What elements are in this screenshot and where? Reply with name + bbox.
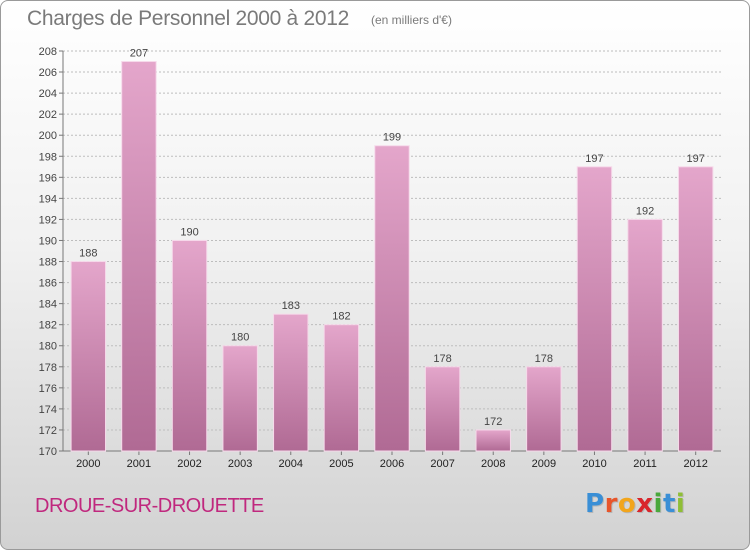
y-tick-label: 192 bbox=[39, 214, 57, 226]
value-labels: 188 207 190 180 183 182 199 178 172 178 197 192 197 bbox=[79, 48, 705, 428]
bar-2011 bbox=[627, 218, 663, 452]
value-label: 199 bbox=[383, 132, 401, 144]
logo-letter: P bbox=[585, 489, 605, 519]
bar-2006 bbox=[374, 145, 410, 452]
y-tick-label: 174 bbox=[39, 404, 57, 416]
x-tick-label: 2011 bbox=[633, 458, 657, 470]
value-label: 192 bbox=[636, 205, 654, 217]
x-tick-label: 2008 bbox=[481, 458, 505, 470]
bar-2012 bbox=[677, 166, 714, 452]
bar-2009 bbox=[526, 366, 562, 452]
value-label: 190 bbox=[180, 226, 198, 238]
logo-letter: t bbox=[662, 489, 676, 519]
value-label: 180 bbox=[231, 332, 249, 344]
bar-2007 bbox=[424, 366, 461, 452]
bar-2003 bbox=[222, 345, 258, 452]
y-tick-label: 178 bbox=[39, 362, 57, 374]
y-tick-label: 206 bbox=[39, 67, 57, 79]
y-tick-label: 190 bbox=[39, 235, 57, 247]
x-tick-labels: 2000 2001 2002 2003 2004 2005 2006 2007 2008 2009… bbox=[76, 458, 708, 470]
value-label: 197 bbox=[687, 153, 705, 165]
chart-title: Charges de Personnel 2000 à 2012 bbox=[27, 7, 349, 30]
bar-2002 bbox=[171, 239, 208, 452]
x-tick-label: 2002 bbox=[177, 458, 201, 470]
y-tick-label: 170 bbox=[39, 446, 57, 458]
value-label: 207 bbox=[130, 48, 148, 60]
chart-subtitle: (en milliers d'€) bbox=[371, 13, 452, 27]
bar-2008 bbox=[475, 429, 511, 452]
value-label: 178 bbox=[535, 353, 553, 365]
x-tick-label: 2000 bbox=[76, 458, 100, 470]
x-tick-label: 2004 bbox=[279, 458, 303, 470]
value-label: 182 bbox=[332, 311, 350, 323]
value-label: 188 bbox=[79, 248, 97, 260]
y-tick-label: 198 bbox=[39, 151, 57, 163]
logo-letter: x bbox=[636, 489, 654, 519]
logo-letter: o bbox=[617, 489, 637, 519]
y-tick-label: 200 bbox=[39, 130, 57, 142]
x-tick-label: 2005 bbox=[329, 458, 353, 470]
value-label: 183 bbox=[282, 300, 300, 312]
y-tick-label: 208 bbox=[39, 46, 57, 58]
y-tick-label: 176 bbox=[39, 383, 57, 395]
y-tick-label: 188 bbox=[39, 257, 57, 269]
value-label: 178 bbox=[433, 353, 451, 365]
x-tick-label: 2003 bbox=[228, 458, 252, 470]
bar-2004 bbox=[273, 313, 309, 452]
bar-2010 bbox=[576, 166, 613, 452]
x-tick-label: 2010 bbox=[582, 458, 606, 470]
bar-2000 bbox=[70, 261, 107, 452]
value-label: 197 bbox=[585, 153, 603, 165]
bar-2001 bbox=[121, 61, 157, 452]
y-tick-label: 196 bbox=[39, 172, 57, 184]
y-tick-label: 186 bbox=[39, 278, 57, 290]
value-label: 172 bbox=[484, 416, 502, 428]
x-tick-label: 2007 bbox=[430, 458, 454, 470]
y-tick-label: 182 bbox=[39, 320, 57, 332]
y-tick-label: 194 bbox=[39, 193, 57, 205]
x-tick-label: 2009 bbox=[532, 458, 556, 470]
bars bbox=[70, 61, 714, 452]
bar-2005 bbox=[323, 324, 360, 452]
x-tick-label: 2001 bbox=[127, 458, 151, 470]
x-tick-label: 2006 bbox=[380, 458, 404, 470]
y-tick-label: 204 bbox=[39, 88, 57, 100]
x-tick-label: 2012 bbox=[683, 458, 707, 470]
commune-name: DROUE-SUR-DROUETTE bbox=[35, 495, 264, 517]
y-tick-label: 172 bbox=[39, 425, 57, 437]
proxiti-logo: Proxiti bbox=[585, 489, 685, 519]
y-tick-labels: 170 172 174 176 178 180 182 184 186 188 190 192 194 1… bbox=[39, 46, 57, 458]
y-tick-label: 202 bbox=[39, 109, 57, 121]
logo-letter: i bbox=[675, 489, 686, 519]
logo-letter: i bbox=[653, 489, 663, 519]
y-tick-label: 184 bbox=[39, 299, 57, 311]
y-tick-label: 180 bbox=[39, 341, 57, 353]
logo-letter: r bbox=[604, 489, 618, 519]
